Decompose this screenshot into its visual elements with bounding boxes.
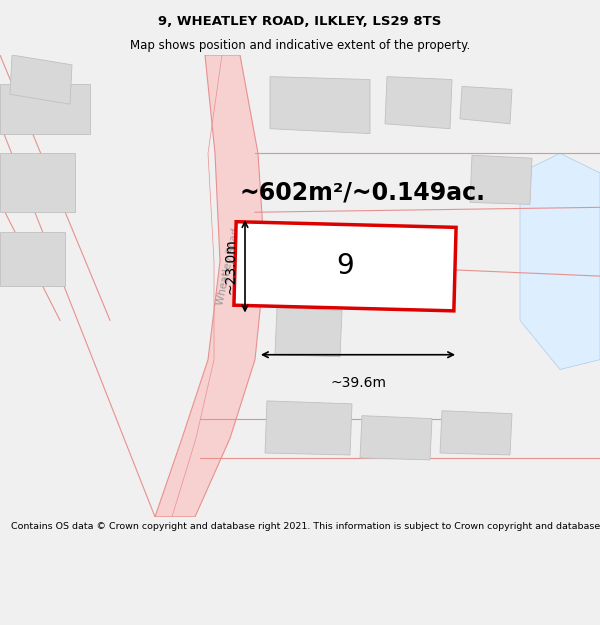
Text: Map shows position and indicative extent of the property.: Map shows position and indicative extent… bbox=[130, 39, 470, 51]
Polygon shape bbox=[270, 77, 370, 134]
Text: 9: 9 bbox=[336, 253, 354, 280]
Polygon shape bbox=[440, 411, 512, 455]
Polygon shape bbox=[155, 55, 265, 517]
Polygon shape bbox=[275, 308, 342, 357]
Text: ~602m²/~0.149ac.: ~602m²/~0.149ac. bbox=[240, 181, 486, 204]
Text: ~39.6m: ~39.6m bbox=[330, 376, 386, 391]
Polygon shape bbox=[0, 153, 75, 213]
Polygon shape bbox=[0, 84, 90, 134]
Polygon shape bbox=[10, 55, 72, 104]
Text: Wheatley Road: Wheatley Road bbox=[215, 227, 241, 306]
Polygon shape bbox=[460, 86, 512, 124]
Polygon shape bbox=[470, 155, 532, 204]
Text: ~23.0m: ~23.0m bbox=[223, 238, 237, 294]
Polygon shape bbox=[360, 416, 432, 460]
Text: 9, WHEATLEY ROAD, ILKLEY, LS29 8TS: 9, WHEATLEY ROAD, ILKLEY, LS29 8TS bbox=[158, 16, 442, 28]
Polygon shape bbox=[265, 401, 352, 455]
Polygon shape bbox=[234, 222, 456, 311]
Polygon shape bbox=[385, 77, 452, 129]
Polygon shape bbox=[270, 239, 362, 293]
Polygon shape bbox=[0, 232, 65, 286]
Polygon shape bbox=[520, 153, 600, 369]
Text: Contains OS data © Crown copyright and database right 2021. This information is : Contains OS data © Crown copyright and d… bbox=[11, 522, 600, 531]
